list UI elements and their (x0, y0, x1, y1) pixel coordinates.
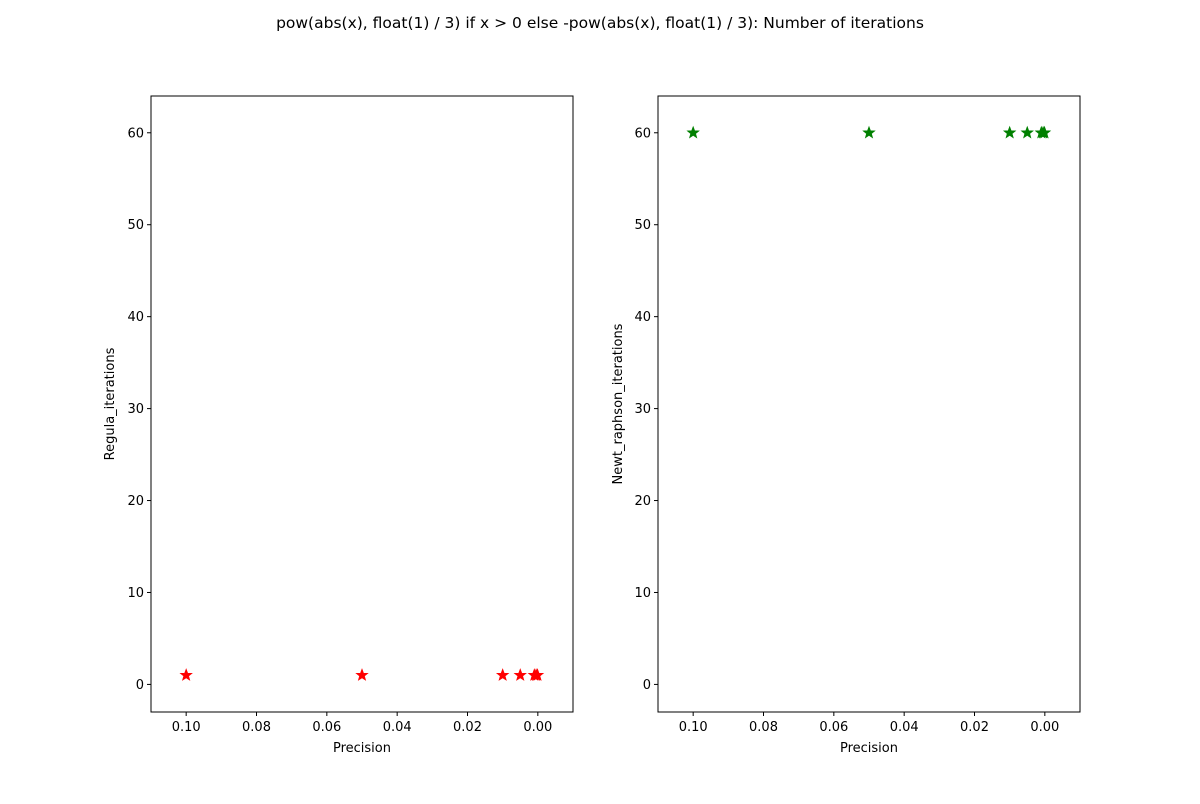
x-tick-label: 0.00 (523, 720, 552, 735)
x-axis-label: Precision (333, 741, 391, 756)
y-tick-label: 10 (127, 586, 144, 601)
x-tick-label: 0.00 (1030, 720, 1059, 735)
y-tick-label: 30 (127, 402, 144, 417)
x-axis: 0.10 0.08 0.06 0.04 0.02 0.00 (172, 712, 552, 735)
x-axis-label: Precision (840, 741, 898, 756)
x-tick-label: 0.06 (819, 720, 848, 735)
y-tick-label: 0 (643, 678, 651, 693)
y-tick-label: 40 (634, 310, 651, 325)
y-tick-label: 0 (136, 678, 144, 693)
y-tick-label: 50 (634, 218, 651, 233)
y-tick-label: 30 (634, 402, 651, 417)
y-tick-label: 40 (127, 310, 144, 325)
regula-iterations-subplot: 0.10 0.08 0.06 0.04 0.02 0.00 0 10 20 30 40 50 60 P… (103, 95, 574, 756)
x-tick-label: 0.08 (242, 720, 271, 735)
x-axis: 0.10 0.08 0.06 0.04 0.02 0.00 (679, 712, 1059, 735)
data-points (179, 668, 545, 681)
star-marker (179, 668, 193, 681)
y-tick-label: 50 (127, 218, 144, 233)
star-marker (862, 125, 876, 139)
star-marker (1002, 125, 1017, 139)
star-marker (355, 668, 369, 681)
x-tick-label: 0.10 (172, 720, 201, 735)
figure-suptitle: pow(abs(x), float(1) / 3) if x > 0 else … (276, 14, 924, 32)
y-tick-label: 10 (634, 586, 651, 601)
plot-frame (150, 95, 574, 713)
x-tick-label: 0.04 (890, 720, 919, 735)
y-axis-label: Newt_raphson_iterations (611, 323, 626, 484)
y-tick-label: 60 (127, 126, 144, 141)
x-tick-label: 0.04 (383, 720, 412, 735)
x-tick-label: 0.10 (679, 720, 708, 735)
y-axis-label: Regula_iterations (103, 347, 118, 460)
star-marker (1020, 125, 1034, 139)
x-tick-label: 0.02 (453, 720, 482, 735)
y-axis: 0 10 20 30 40 50 60 (634, 126, 658, 693)
star-marker (686, 125, 700, 139)
plot-frame (657, 95, 1081, 713)
x-tick-label: 0.08 (749, 720, 778, 735)
star-marker (513, 668, 527, 681)
star-marker (530, 668, 545, 681)
y-axis: 0 10 20 30 40 50 60 (127, 126, 151, 693)
newt-raphson-iterations-subplot: 0.10 0.08 0.06 0.04 0.02 0.00 0 10 20 30 40 50 60 P… (611, 95, 1081, 756)
x-tick-label: 0.02 (960, 720, 989, 735)
data-points (686, 125, 1052, 139)
star-marker (495, 668, 510, 681)
star-marker (1037, 125, 1052, 139)
y-tick-label: 20 (127, 494, 144, 509)
y-tick-label: 60 (634, 126, 651, 141)
y-tick-label: 20 (634, 494, 651, 509)
x-tick-label: 0.06 (312, 720, 341, 735)
